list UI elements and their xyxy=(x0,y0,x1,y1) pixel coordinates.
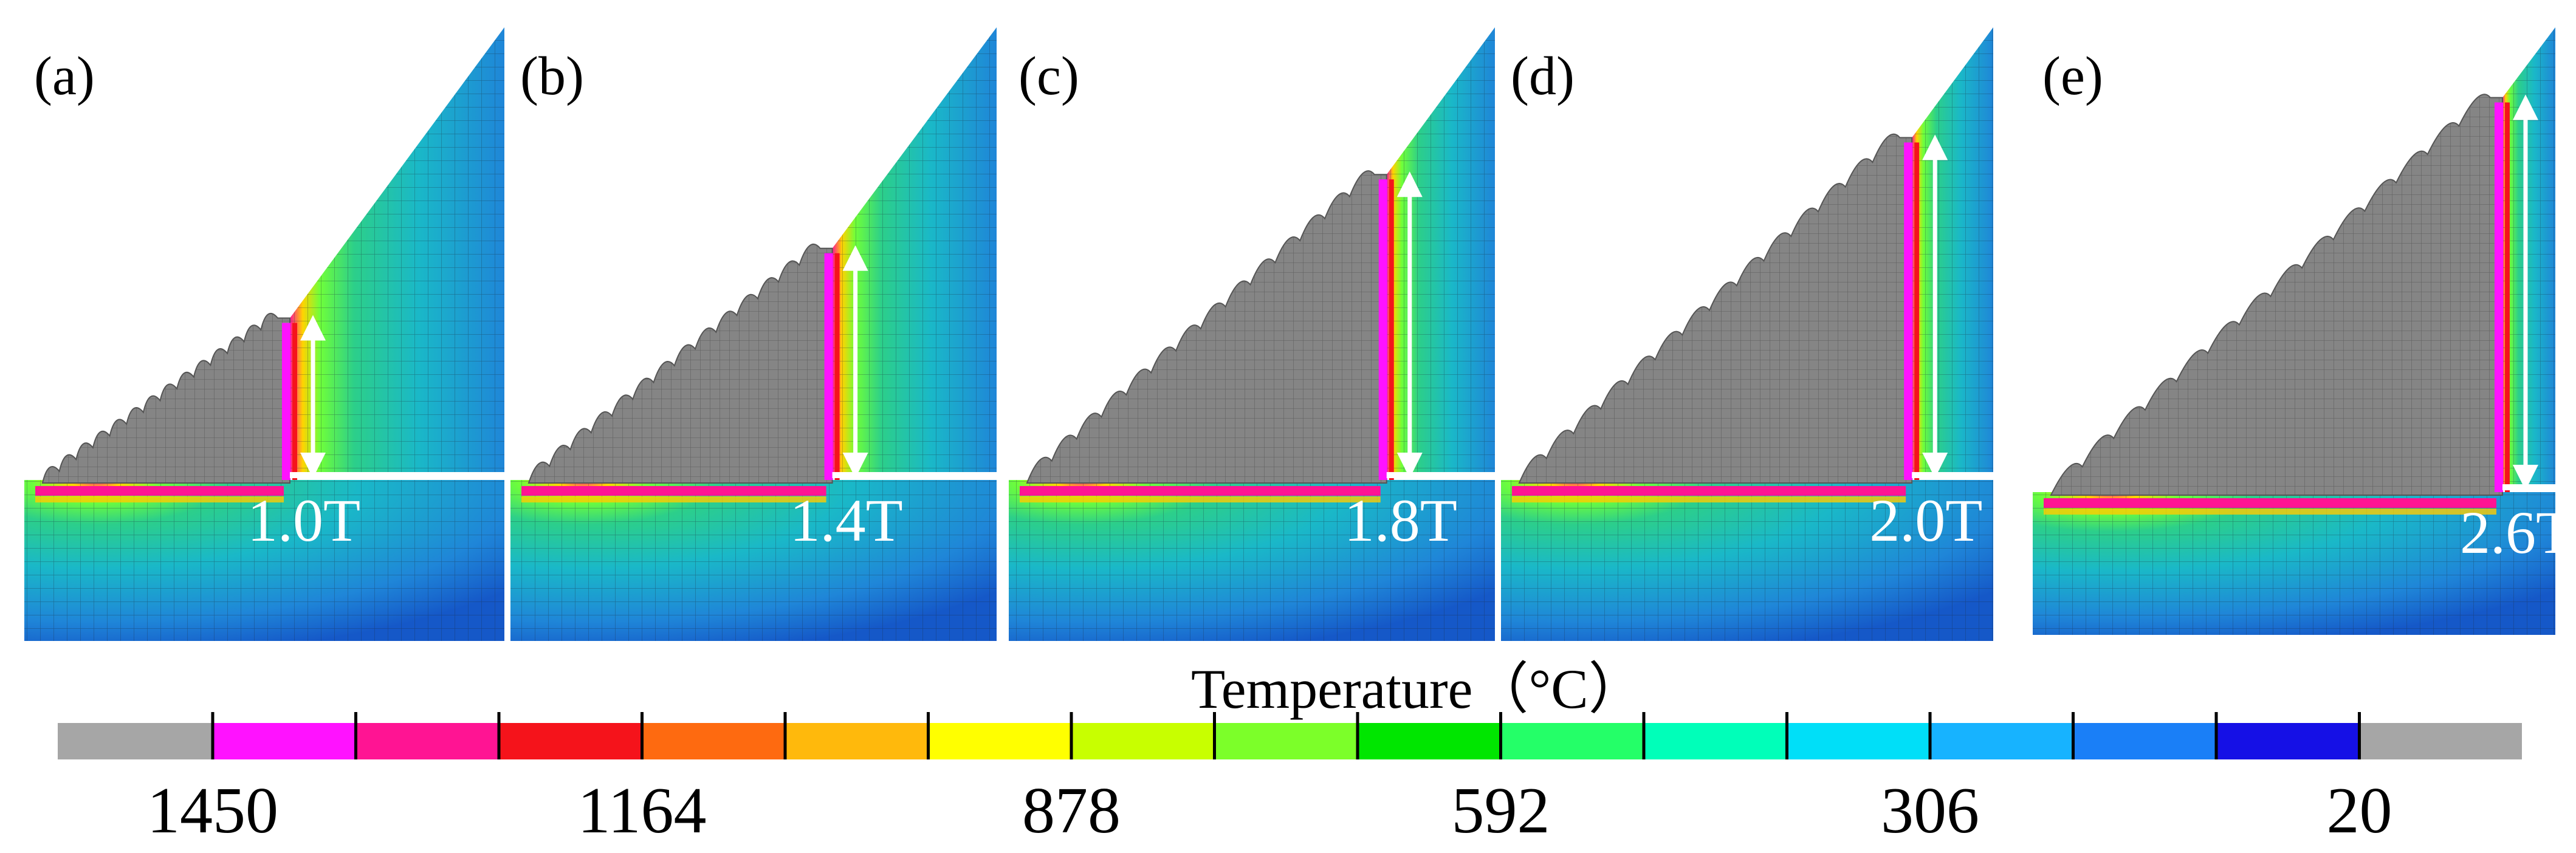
temperature-legend: Temperature（°C） 1450 1164 878 592 306 20 xyxy=(58,658,2522,847)
legend-band xyxy=(1214,723,1358,759)
deposited-weld-region xyxy=(41,312,291,484)
legend-above-range xyxy=(58,723,213,759)
scale-label: 2.0T xyxy=(1869,487,1982,554)
legend-band xyxy=(355,723,499,759)
legend-band xyxy=(928,723,1071,759)
legend-band xyxy=(785,723,929,759)
panel-label: (c) xyxy=(1018,46,1079,106)
panel-label: (a) xyxy=(34,46,95,106)
scale-label: 1.8T xyxy=(1344,487,1457,554)
legend-band xyxy=(2216,723,2360,759)
deposited-weld-region xyxy=(1518,133,1913,484)
deposited-weld-region xyxy=(1026,170,1387,484)
panel-label: (d) xyxy=(1511,46,1575,106)
legend-band xyxy=(213,723,356,759)
legend-band xyxy=(2073,723,2216,759)
legend-tick-label: 592 xyxy=(1452,775,1550,847)
legend-band xyxy=(1787,723,1930,759)
legend-band xyxy=(1644,723,1787,759)
panel-c: (c) 1.8T xyxy=(1009,27,1495,641)
legend-band xyxy=(499,723,642,759)
legend-band xyxy=(1071,723,1215,759)
panel-label: (e) xyxy=(2042,46,2103,106)
legend-band xyxy=(1500,723,1644,759)
scale-label: 1.0T xyxy=(247,487,360,554)
legend-below-range xyxy=(2359,723,2522,759)
legend-tick-labels: 1450 1164 878 592 306 20 xyxy=(147,775,2392,847)
simulation-panels: (a) 1.0T (b) 1.4T (c) 1.8T (d) 2.0T (e) 2.6T xyxy=(24,27,2573,641)
deposited-weld-region xyxy=(2050,94,2503,496)
panel-d: (d) 2.0T xyxy=(1501,27,1993,641)
legend-tick-label: 1450 xyxy=(147,775,278,847)
legend-band xyxy=(1358,723,1501,759)
scale-label: 2.6T xyxy=(2460,499,2573,566)
legend-color-bar xyxy=(58,712,2522,759)
legend-tick-label: 1164 xyxy=(578,775,707,847)
legend-band xyxy=(642,723,785,759)
legend-tick-label: 878 xyxy=(1022,775,1121,847)
legend-title: Temperature（°C） xyxy=(1191,658,1644,720)
panel-a: (a) 1.0T xyxy=(24,27,504,641)
panel-e: (e) 2.6T xyxy=(2033,27,2573,635)
legend-tick-label: 306 xyxy=(1881,775,1979,847)
legend-tick-label: 20 xyxy=(2327,775,2392,847)
deposited-weld-region xyxy=(527,244,833,484)
panel-b: (b) 1.4T xyxy=(510,27,997,641)
scale-label: 1.4T xyxy=(790,487,903,554)
panel-label: (b) xyxy=(520,46,584,106)
legend-band xyxy=(1930,723,2073,759)
